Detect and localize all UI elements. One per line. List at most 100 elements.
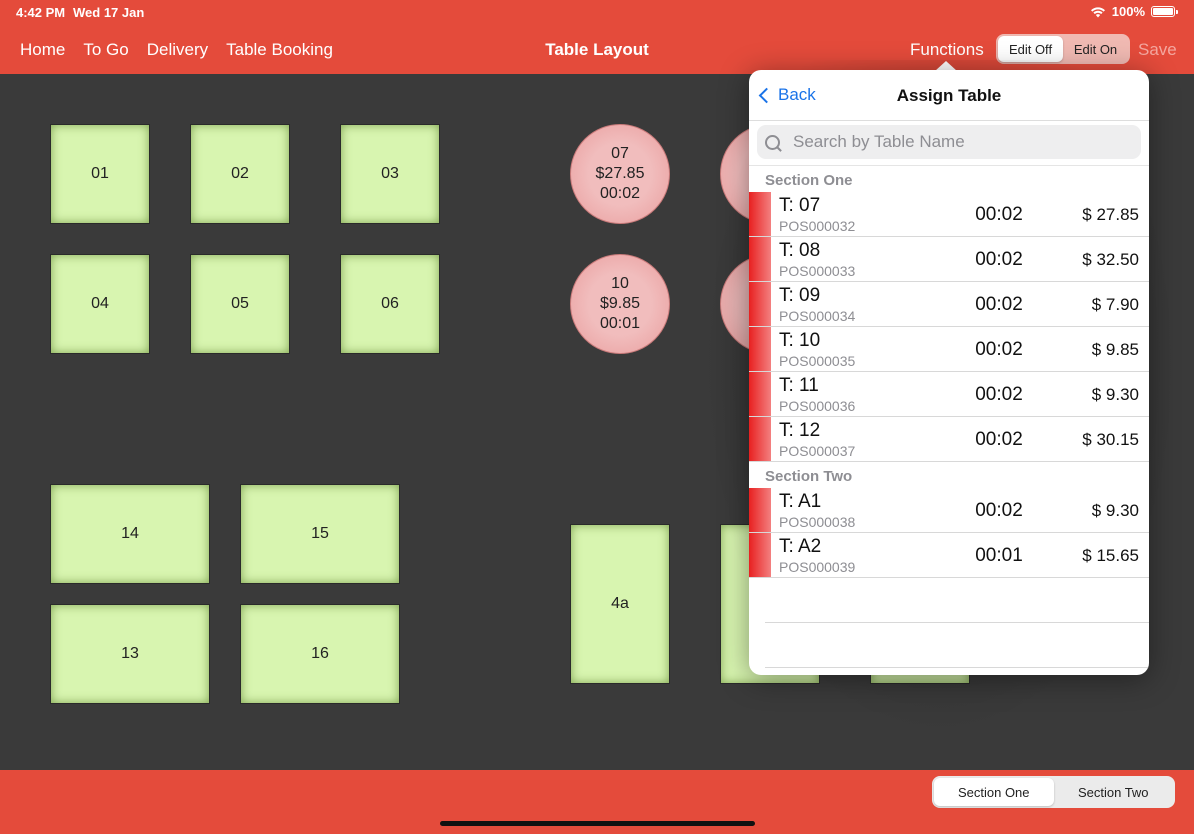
row-amount: $ 9.30 (1091, 501, 1139, 520)
row-pos-id: POS000036 (779, 398, 856, 414)
back-button[interactable]: Back (758, 85, 816, 105)
table-14[interactable]: 14 (50, 484, 210, 584)
popover-arrow (935, 61, 957, 71)
section-switcher: Section One Section Two (932, 776, 1175, 808)
section-header: Section One (749, 165, 1149, 192)
status-color-bar (749, 192, 771, 236)
table-15[interactable]: 15 (240, 484, 400, 584)
nav-table-booking[interactable]: Table Booking (226, 40, 333, 59)
table-07-amount: $27.85 (595, 165, 645, 182)
table-10-amount: $9.85 (599, 295, 641, 312)
nav-home[interactable]: Home (20, 40, 66, 59)
functions-button[interactable]: Functions (910, 40, 984, 59)
row-amount: $ 9.30 (1091, 385, 1139, 404)
row-table-name: T: 11 (779, 375, 819, 396)
row-pos-id: POS000038 (779, 514, 856, 530)
empty-row (765, 623, 1149, 668)
status-color-bar (749, 327, 771, 371)
row-table-name: T: 12 (779, 420, 821, 441)
edit-off-button[interactable]: Edit Off (998, 36, 1063, 62)
nav-to-go[interactable]: To Go (83, 40, 129, 59)
row-time: 00:02 (975, 249, 1023, 270)
chevron-left-icon (758, 87, 775, 104)
search-icon (765, 134, 780, 150)
edit-mode-toggle: Edit Off Edit On (996, 34, 1130, 64)
row-time: 00:02 (975, 339, 1023, 360)
table-row[interactable]: T: 09 POS000034 00:02 $ 7.90 (749, 282, 1149, 327)
row-pos-id: POS000032 (779, 218, 856, 234)
table-row[interactable]: T: 08 POS000033 00:02 $ 32.50 (749, 237, 1149, 282)
section-header: Section Two (765, 468, 853, 485)
back-label: Back (778, 85, 816, 104)
empty-row (765, 578, 1149, 623)
status-date: Wed 17 Jan (73, 5, 145, 20)
status-color-bar (749, 282, 771, 326)
status-color-bar (749, 488, 771, 532)
row-pos-id: POS000039 (779, 559, 856, 575)
table-13[interactable]: 13 (50, 604, 210, 704)
table-07[interactable]: 07 $27.85 00:02 (570, 124, 670, 224)
table-row[interactable]: T: 11 POS000036 00:02 $ 9.30 (749, 372, 1149, 417)
status-indicators: 100% (1090, 4, 1178, 19)
row-time: 00:02 (975, 384, 1023, 405)
popover-header: Back Assign Table (749, 70, 1149, 121)
status-color-bar (749, 372, 771, 416)
table-07-time: 00:02 (599, 185, 641, 202)
row-amount: $ 7.90 (1091, 295, 1139, 314)
row-amount: $ 27.85 (1082, 205, 1139, 224)
row-pos-id: POS000037 (779, 443, 856, 459)
table-10-name: 10 (611, 275, 629, 292)
table-16[interactable]: 16 (240, 604, 400, 704)
table-07-name: 07 (611, 145, 629, 162)
battery-icon (1151, 6, 1175, 17)
save-button[interactable]: Save (1138, 40, 1177, 59)
table-01[interactable]: 01 (50, 124, 150, 224)
table-05[interactable]: 05 (190, 254, 290, 354)
row-pos-id: POS000033 (779, 263, 856, 279)
tab-section-two[interactable]: Section Two (1077, 784, 1149, 800)
row-table-name: T: 07 (779, 195, 821, 216)
row-time: 00:02 (975, 429, 1023, 450)
row-table-name: T: 10 (779, 330, 821, 351)
row-amount: $ 32.50 (1082, 250, 1139, 269)
table-row[interactable]: T: A1 POS000038 00:02 $ 9.30 (749, 488, 1149, 533)
table-10[interactable]: 10 $9.85 00:01 (570, 254, 670, 354)
main-nav: Home To Go Delivery Table Booking (20, 40, 333, 60)
table-06[interactable]: 06 (340, 254, 440, 354)
table-row[interactable]: T: A2 POS000039 00:01 $ 15.65 (749, 533, 1149, 578)
battery-tip (1176, 9, 1178, 14)
status-time: 4:42 PM (16, 5, 66, 20)
home-indicator (440, 821, 755, 826)
row-time: 00:01 (975, 545, 1023, 566)
row-amount: $ 15.65 (1082, 546, 1139, 565)
search-input[interactable] (791, 131, 1115, 153)
nav-delivery[interactable]: Delivery (146, 40, 209, 59)
table-row[interactable]: T: 07 POS000032 00:02 $ 27.85 (749, 192, 1149, 237)
table-4a[interactable]: 4a (570, 524, 670, 684)
status-color-bar (749, 417, 771, 461)
row-time: 00:02 (975, 500, 1023, 521)
row-table-name: T: 08 (779, 240, 821, 261)
top-bar: 4:42 PM Wed 17 Jan 100% Home To Go Deliv… (0, 0, 1194, 74)
status-color-bar (749, 237, 771, 281)
tab-section-one[interactable]: Section One (934, 778, 1054, 806)
row-pos-id: POS000035 (779, 353, 856, 369)
table-row[interactable]: T: 10 POS000035 00:02 $ 9.85 (749, 327, 1149, 372)
row-table-name: T: A2 (779, 536, 822, 557)
wifi-icon (1090, 6, 1105, 17)
row-time: 00:02 (975, 294, 1023, 315)
edit-on-button[interactable]: Edit On (1073, 41, 1118, 57)
table-row[interactable]: T: 12 POS000037 00:02 $ 30.15 (749, 417, 1149, 462)
table-10-time: 00:01 (599, 315, 641, 332)
row-amount: $ 9.85 (1091, 340, 1139, 359)
row-table-name: T: 09 (779, 285, 821, 306)
assign-table-popover: Back Assign Table Section One T: 07 POS0… (749, 70, 1149, 675)
row-table-name: T: A1 (779, 491, 822, 512)
row-pos-id: POS000034 (779, 308, 856, 324)
table-03[interactable]: 03 (340, 124, 440, 224)
search-bar (757, 125, 1141, 159)
table-02[interactable]: 02 (190, 124, 290, 224)
row-time: 00:02 (975, 204, 1023, 225)
row-amount: $ 30.15 (1082, 430, 1139, 449)
table-04[interactable]: 04 (50, 254, 150, 354)
